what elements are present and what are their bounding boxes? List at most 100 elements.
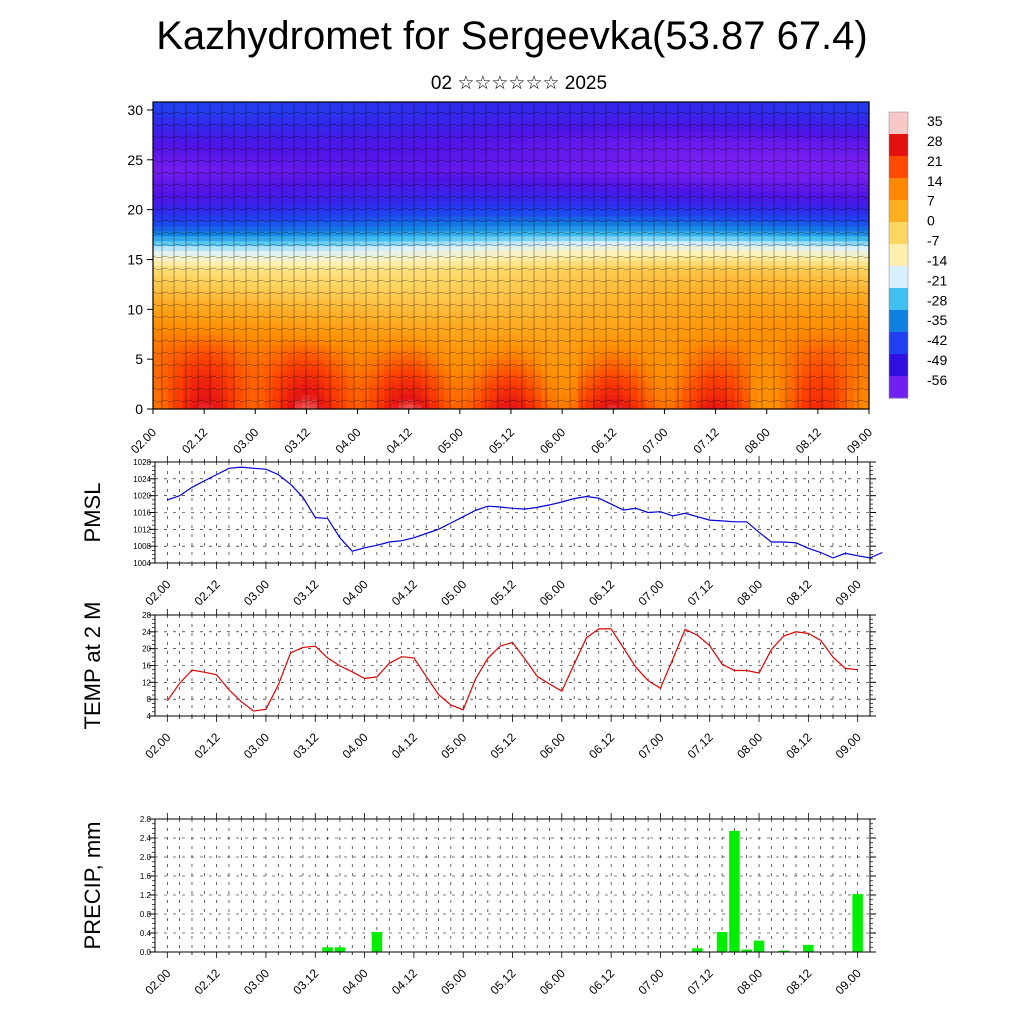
colorbar-label: -21 [927, 272, 947, 288]
y-tick-label: 1016 [133, 509, 151, 518]
colorbar-label: -49 [927, 352, 947, 368]
x-tick-label: 07.12 [685, 966, 716, 997]
colorbar-label: -42 [927, 332, 947, 348]
colorbar-swatch [889, 354, 908, 377]
x-tick-label: 09.00 [833, 730, 864, 761]
precip-bar [803, 944, 814, 952]
colorbar-label: 21 [927, 153, 943, 169]
temperature-cross-section-panel: 0 5 10 15 20 25 30 02.00 02.12 03.00 03.12 04.00 04.… [127, 101, 875, 456]
y-tick-label: 0.0 [140, 948, 152, 957]
x-tick-label: 05.00 [435, 425, 466, 456]
pmsl-panel: 1004 1008 1012 1016 1020 1024 1028 02.00 02.12 03… [80, 456, 883, 608]
precip-bar [716, 932, 728, 952]
x-tick-label: 03.12 [290, 730, 321, 761]
x-tick-label: 02.00 [142, 577, 173, 608]
x-tick-label: 02.00 [128, 425, 159, 456]
x-tick-label: 02.00 [142, 730, 173, 761]
y-tick-label: 2.8 [140, 815, 152, 824]
wind-barbs-overlay [153, 102, 869, 409]
colorbar-label: -56 [927, 372, 947, 388]
x-tick-label: 04.12 [384, 425, 415, 456]
x-tick-label: 03.00 [241, 577, 272, 608]
y-tick-label: 8 [147, 695, 152, 704]
y-tick-label: 0.4 [140, 929, 152, 938]
x-tick-label: 07.00 [635, 730, 666, 761]
colorbar-frame [888, 111, 909, 399]
series-line [166, 628, 858, 712]
y-tick-label: 10 [127, 301, 143, 317]
x-tick-label: 02.12 [192, 577, 223, 608]
precip-bar [741, 949, 752, 952]
x-tick-label: 04.00 [333, 425, 364, 456]
x-tick-label: 05.12 [487, 577, 518, 608]
precip-bar [729, 830, 740, 952]
y-tick-label: 15 [127, 251, 143, 267]
y-tick-label: 1012 [133, 525, 151, 534]
colorbar-label: -14 [927, 252, 947, 268]
colorbar-swatch [889, 200, 908, 223]
chart-title: Kazhydromet for Sergeevka(53.87 67.4) [156, 14, 868, 58]
colorbar-swatch [889, 376, 908, 399]
precip-bar [778, 950, 789, 952]
x-tick-label: 06.12 [588, 425, 619, 456]
y-axis-label: PRECIP, mm [80, 822, 105, 950]
x-tick-label: 04.00 [340, 577, 371, 608]
x-tick-label: 04.12 [389, 577, 420, 608]
y-tick-label: 2.4 [140, 834, 152, 843]
x-tick-label: 09.00 [844, 425, 875, 456]
colorbar-swatch [889, 112, 908, 135]
y-tick-label: 25 [127, 152, 143, 168]
x-tick-label: 06.12 [586, 577, 617, 608]
y-tick-label: 16 [142, 662, 151, 671]
y-tick-label: 12 [142, 678, 151, 687]
x-tick-label: 06.00 [537, 966, 568, 997]
y-tick-label: 1.6 [140, 872, 152, 881]
colorbar-swatch [889, 156, 908, 179]
x-tick-label: 09.00 [833, 966, 864, 997]
series-line [167, 466, 883, 559]
precip-panel: 0.0 0.4 0.8 1.2 1.6 2.0 2.4 2.8 02.00 02.12 03.00 0… [80, 813, 876, 997]
colorbar-swatch [889, 222, 908, 245]
precip-bar [692, 948, 703, 952]
x-tick-label: 03.12 [290, 577, 321, 608]
y-tick-label: 0 [135, 401, 143, 417]
x-tick-label: 03.00 [241, 966, 272, 997]
y-tick-label: 1028 [133, 458, 151, 467]
x-tick-label: 07.12 [691, 425, 722, 456]
x-tick-label: 09.00 [833, 577, 864, 608]
precip-bar [334, 947, 346, 953]
colorbar-legend: 35 28 21 14 7 0 -7 -14 -21 -28 -35 -42 -49 -56 [888, 111, 947, 399]
x-tick-label: 04.00 [340, 966, 371, 997]
precip-bar [852, 894, 863, 952]
x-tick-label: 07.00 [635, 577, 666, 608]
x-tick-label: 03.12 [281, 425, 312, 456]
x-tick-label: 05.12 [487, 966, 518, 997]
x-tick-label: 02.12 [179, 425, 210, 456]
x-tick-label: 05.12 [487, 730, 518, 761]
y-tick-label: 4 [147, 712, 152, 721]
colorbar-label: 28 [927, 133, 943, 149]
colorbar-label: 14 [927, 173, 943, 189]
y-tick-label: 24 [142, 628, 151, 637]
x-tick-label: 08.00 [734, 577, 765, 608]
y-tick-label: 1004 [133, 559, 151, 568]
precip-bar [371, 932, 383, 952]
y-tick-label: 30 [127, 102, 143, 118]
colorbar-label: 0 [927, 213, 935, 229]
x-tick-label: 02.12 [192, 966, 223, 997]
y-tick-label: 28 [142, 611, 151, 620]
colorbar-swatch [889, 288, 908, 311]
y-axis-label: PMSL [80, 483, 105, 543]
y-tick-label: 20 [142, 645, 151, 654]
y-tick-label: 1008 [133, 542, 151, 551]
colorbar-swatch [889, 266, 908, 289]
x-tick-label: 03.12 [290, 966, 321, 997]
x-tick-label: 02.12 [192, 730, 223, 761]
colorbar-label: 7 [927, 193, 935, 209]
x-tick-label: 06.00 [537, 730, 568, 761]
x-tick-label: 07.00 [635, 966, 666, 997]
x-tick-label: 08.00 [734, 966, 765, 997]
x-tick-label: 08.00 [742, 425, 773, 456]
colorbar-label: -28 [927, 292, 947, 308]
